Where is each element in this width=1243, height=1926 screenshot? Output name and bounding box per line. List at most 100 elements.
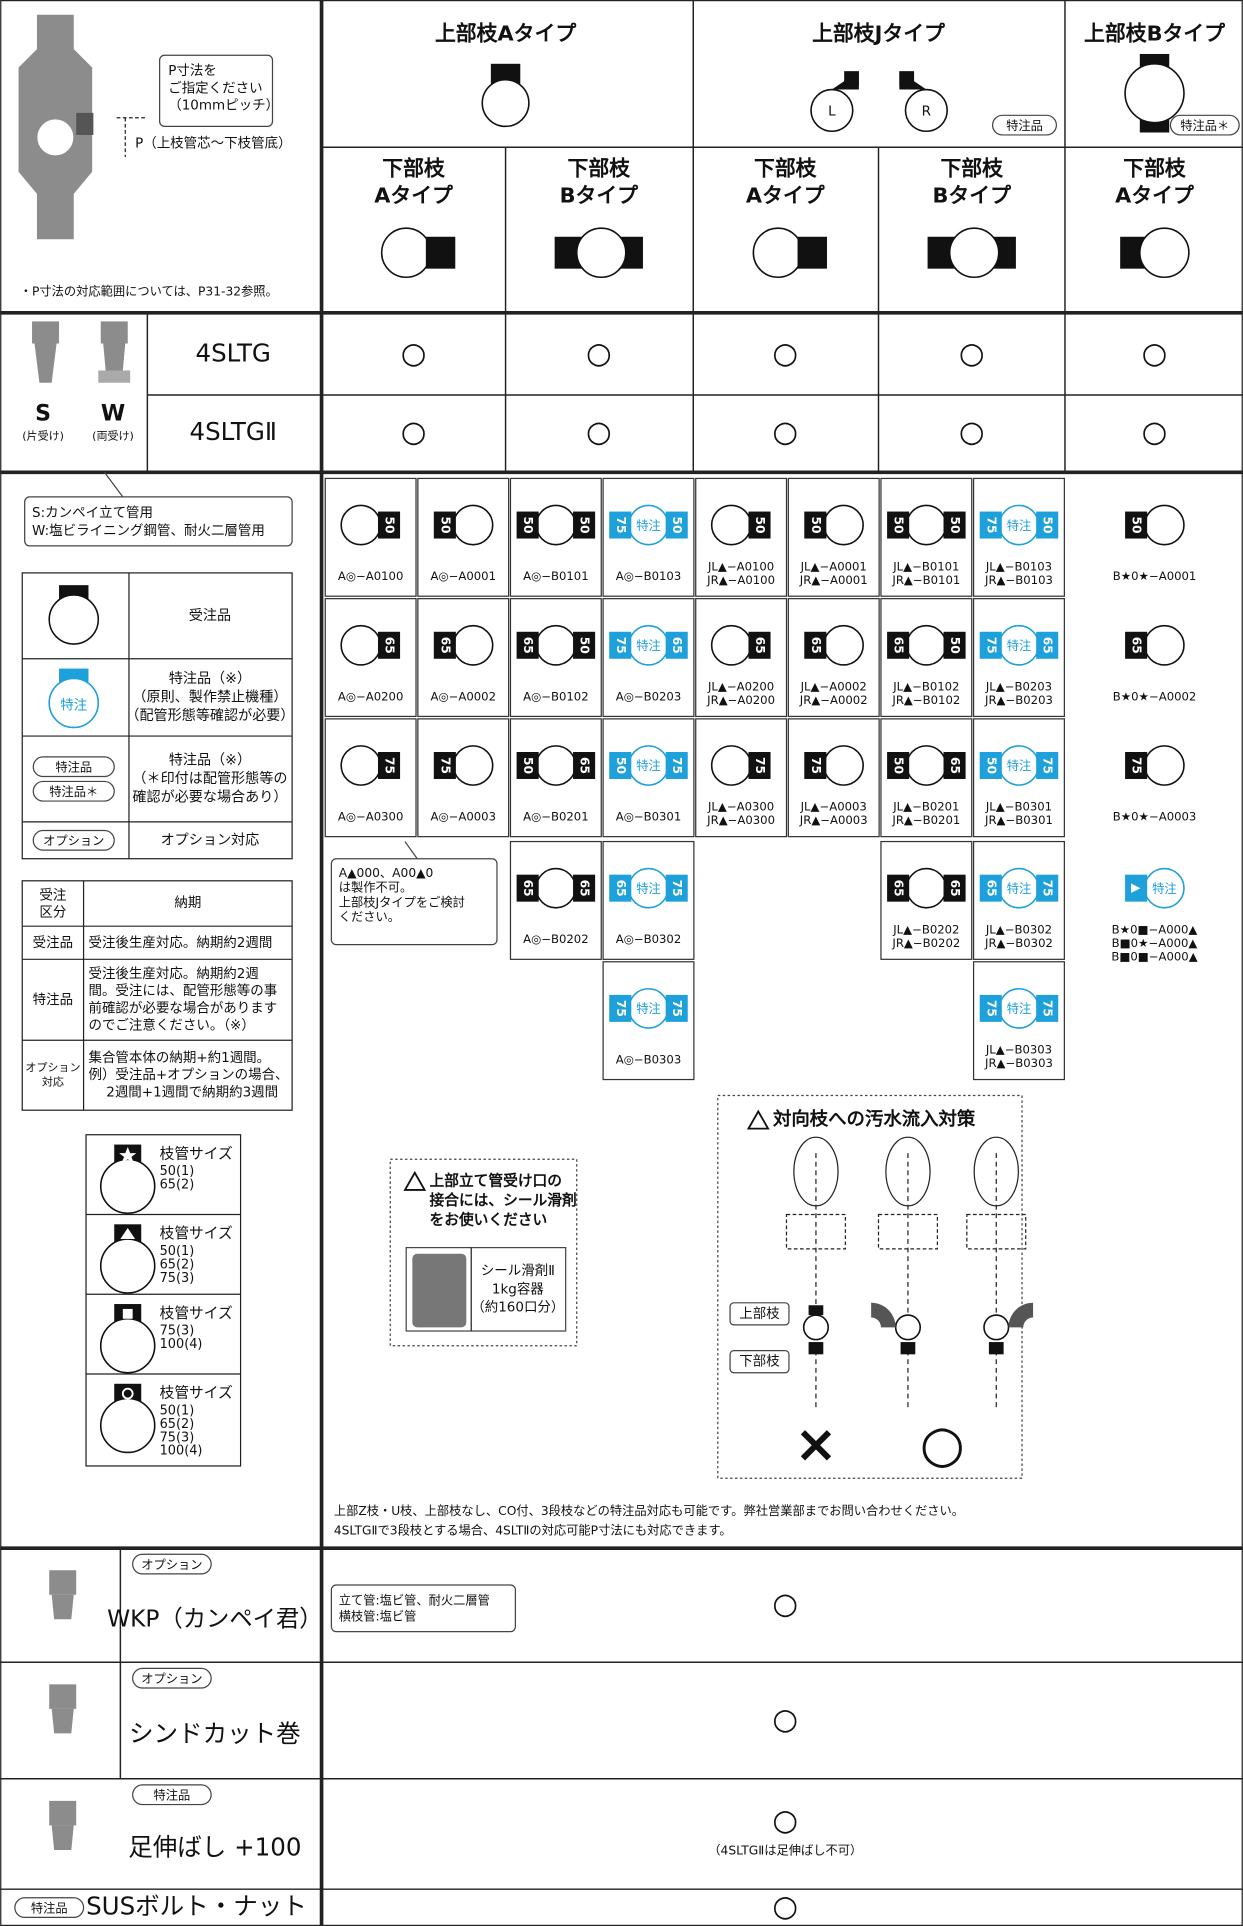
badge-text: 特注品 xyxy=(31,1900,68,1915)
label: Bタイプ xyxy=(560,183,639,207)
branch-size xyxy=(1036,631,1059,659)
label: 横枝管:塩ビ管 xyxy=(339,1608,417,1623)
label: 50 xyxy=(521,757,535,774)
code: JL▲−B0201 xyxy=(892,800,959,814)
label: 65 xyxy=(1041,637,1055,654)
label: 75 xyxy=(753,757,767,774)
label: 75(3) xyxy=(160,1430,195,1445)
code-cell xyxy=(509,718,602,838)
label: 対向枝への汚水流入対策 xyxy=(772,1108,976,1130)
code: JL▲−A0100 xyxy=(707,559,774,573)
circle-icon xyxy=(710,624,752,666)
branch-size xyxy=(887,874,910,902)
circle-icon xyxy=(983,1314,1010,1341)
code: A◎−A0300 xyxy=(338,810,403,824)
label: 確認が必要な場合あり） xyxy=(132,789,287,805)
code: B★0★−A0003 xyxy=(1113,810,1197,824)
circle-icon xyxy=(710,745,752,786)
code: JL▲−B0203 xyxy=(985,679,1052,693)
label: 接合には、シール滑剤 xyxy=(430,1191,577,1209)
label: 75 xyxy=(670,880,684,897)
code-cell xyxy=(324,598,417,718)
branch-icon xyxy=(114,1383,142,1404)
label: 間。受注には、配管形態等の事 xyxy=(88,982,277,999)
mark: ○ xyxy=(772,1803,798,1837)
label: 50 xyxy=(578,517,592,534)
label: 特注 xyxy=(1007,1001,1031,1016)
code: JR▲−B0201 xyxy=(891,813,960,827)
badge xyxy=(991,114,1057,136)
label: 65(2) xyxy=(160,1417,195,1432)
label: 下部枝 xyxy=(754,156,818,180)
code: JL▲−B0101 xyxy=(892,559,959,573)
label: 4SLTGⅡ xyxy=(189,417,276,446)
code-cell xyxy=(602,961,695,1081)
label: 対応 xyxy=(42,1075,64,1089)
code: JR▲−A0200 xyxy=(706,693,775,707)
label: P寸法を xyxy=(168,63,217,79)
mark: ○ xyxy=(1142,415,1168,449)
circle-icon xyxy=(48,594,100,645)
branch-size xyxy=(979,511,1002,539)
symbol xyxy=(122,1308,133,1319)
circle-icon xyxy=(452,624,494,666)
code-cell xyxy=(602,718,695,838)
label: 75(3) xyxy=(160,1271,195,1286)
branch-size xyxy=(1036,751,1059,779)
label: 納期 xyxy=(174,895,201,911)
badge-text: 特注品＊ xyxy=(49,784,98,799)
badge-text: オプション xyxy=(141,1672,202,1686)
note-box xyxy=(330,858,498,946)
code: A◎−B0102 xyxy=(523,689,588,703)
label: 1kg容器 xyxy=(492,1280,544,1297)
label: 前確認が必要な場合があります xyxy=(88,999,277,1016)
mark: ○ xyxy=(772,1587,798,1621)
label: 75 xyxy=(614,637,628,654)
label: 2週間+1週間で納期約3週間 xyxy=(88,1084,278,1100)
mark: ○ xyxy=(586,336,612,370)
label: 特注 xyxy=(636,758,661,773)
code: JL▲−A0002 xyxy=(800,679,867,693)
code: A◎−B0202 xyxy=(523,932,588,946)
label: 75 xyxy=(1130,757,1144,774)
code: A◎−B0303 xyxy=(616,1052,681,1066)
code-cell xyxy=(880,840,973,960)
warning-icon xyxy=(403,1170,427,1191)
code: JR▲−B0102 xyxy=(891,693,960,707)
branch-size xyxy=(665,631,688,659)
label: 65 xyxy=(809,637,823,654)
label: Aタイプ xyxy=(746,183,825,207)
branch-size xyxy=(943,751,966,779)
code: JR▲−A0002 xyxy=(799,693,868,707)
label: ○ xyxy=(920,1415,965,1475)
label: のでご注意ください。（※） xyxy=(88,1017,254,1034)
label: 下部枝 xyxy=(382,156,446,180)
circle-icon xyxy=(535,745,577,786)
label: 枝管サイズ xyxy=(160,1145,233,1162)
label: 65 xyxy=(1130,637,1144,654)
symbol xyxy=(120,1227,136,1240)
circle-icon xyxy=(380,227,432,279)
mark: ○ xyxy=(772,1889,798,1923)
branch-size xyxy=(887,751,910,779)
badge-text: 特注品 xyxy=(154,1787,191,1802)
code-cell xyxy=(602,477,695,597)
label: 100(4) xyxy=(160,1444,203,1459)
code: JR▲−B0302 xyxy=(984,936,1053,950)
warning-icon xyxy=(746,1109,770,1130)
circle-icon xyxy=(1143,745,1185,786)
circle-icon xyxy=(710,504,752,546)
label: （＊印付は配管形態等の xyxy=(132,770,287,787)
label: 65 xyxy=(948,757,962,774)
label: （約160口分） xyxy=(471,1300,564,1316)
code: A◎−B0201 xyxy=(523,810,588,824)
branch-size xyxy=(516,511,539,539)
label: 特注 xyxy=(636,518,661,533)
branch-size xyxy=(609,874,632,902)
label: 特注 xyxy=(1007,638,1031,653)
label-box xyxy=(729,1302,790,1326)
label: 特注品（※） xyxy=(169,671,251,687)
label: は製作不可。 xyxy=(339,881,413,895)
badge xyxy=(14,1897,85,1919)
code: A◎−B0301 xyxy=(616,810,681,824)
